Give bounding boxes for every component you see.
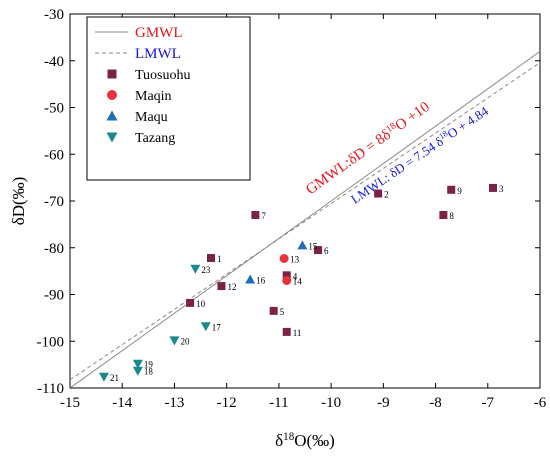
data-label: 18 (144, 367, 154, 377)
data-label: 3 (499, 184, 504, 194)
data-point-tuosuohu (374, 189, 383, 198)
legend-marker-tuosuohu (107, 69, 117, 79)
legend-marker-maqu (106, 110, 118, 121)
data-point-tuosuohu (269, 306, 278, 315)
data-label: 7 (261, 211, 266, 221)
data-point-maqu (297, 240, 308, 250)
y-tick-label: -70 (44, 194, 64, 210)
legend-marker-maqin (107, 90, 117, 100)
data-point-tazang (132, 366, 143, 376)
data-label: 23 (201, 265, 211, 275)
legend-marker-tazang (106, 132, 118, 143)
data-point-tuosuohu (282, 327, 291, 336)
data-point-maqin (282, 275, 292, 285)
data-point-tuosuohu (282, 271, 291, 280)
y-tick-label: -90 (44, 288, 64, 304)
x-tick-label: -7 (482, 395, 495, 411)
y-tick-label: -80 (44, 241, 64, 257)
data-point-tazang (132, 359, 143, 369)
y-axis-label: δD(‰) (9, 177, 28, 226)
data-label: 12 (227, 282, 236, 292)
data-label: 10 (196, 299, 206, 309)
x-tick-label: -6 (534, 395, 547, 411)
data-label: 9 (457, 186, 462, 196)
data-point-tazang (169, 336, 180, 346)
lmwl-line (70, 62, 540, 381)
legend-label: Tazang (135, 131, 175, 146)
x-tick-label: -9 (377, 395, 390, 411)
meteoric-water-lines (70, 50, 540, 388)
gmwl-line (70, 50, 540, 388)
data-label: 17 (212, 322, 222, 332)
y-tick-label: -110 (37, 381, 64, 397)
x-tick-label: -10 (321, 395, 341, 411)
data-point-tuosuohu (217, 282, 226, 291)
data-label: 21 (110, 373, 119, 383)
x-tick-label: -15 (60, 395, 80, 411)
y-tick-label: -50 (44, 101, 64, 117)
data-label: 20 (180, 336, 190, 346)
x-tick-label: -14 (112, 395, 132, 411)
y-tick-label: -100 (37, 334, 65, 350)
x-tick-label: -11 (269, 395, 288, 411)
data-label: 16 (256, 276, 266, 286)
data-point-tazang (200, 322, 211, 332)
data-point-maqu (245, 274, 256, 284)
data-point-tazang (98, 372, 109, 382)
axes: -15 -14 -13 -12 -11 -10 -9 -8 -7 -6 -110 -100 -90 -80… (9, 7, 547, 450)
data-point-tuosuohu (186, 298, 195, 307)
x-tick-label: -12 (217, 395, 237, 411)
legend: GMWL LMWL Tuosuohu Maqin Maqu Tazang (86, 16, 251, 181)
data-point-tuosuohu (207, 254, 215, 263)
data-label: 11 (293, 328, 302, 338)
y-tick-label: -60 (44, 147, 64, 163)
y-tick-label: -40 (44, 54, 64, 70)
x-tick-label: -13 (164, 395, 184, 411)
data-label: 2 (384, 190, 389, 200)
data-point-tuosuohu (439, 211, 448, 220)
data-label: 4 (293, 271, 298, 281)
data-point-tuosuohu (314, 246, 323, 255)
legend-label: LMWL (135, 46, 181, 62)
data-label: 1 (217, 254, 222, 264)
data-point-tuosuohu (251, 211, 260, 220)
data-label: 8 (449, 211, 454, 221)
legend-label: Tuosuohu (135, 68, 191, 83)
data-label: 14 (293, 276, 303, 286)
legend-label: Maqin (135, 89, 172, 104)
data-label: 6 (324, 246, 329, 256)
data-point-tazang (190, 264, 201, 274)
y-tick-label: -30 (44, 7, 64, 23)
data-point-tuosuohu (447, 185, 456, 194)
data-point-maqin (279, 254, 289, 264)
x-tick-label: -8 (429, 395, 442, 411)
data-label: 5 (280, 307, 285, 317)
data-label: 13 (290, 255, 300, 265)
data-point-tuosuohu (489, 183, 497, 192)
data-label: 19 (144, 360, 154, 370)
data-label: 15 (308, 241, 318, 251)
legend-label: GMWL (135, 25, 183, 41)
legend-label: Maqu (135, 110, 168, 125)
x-axis-label: δ18O(‰) (275, 431, 335, 450)
